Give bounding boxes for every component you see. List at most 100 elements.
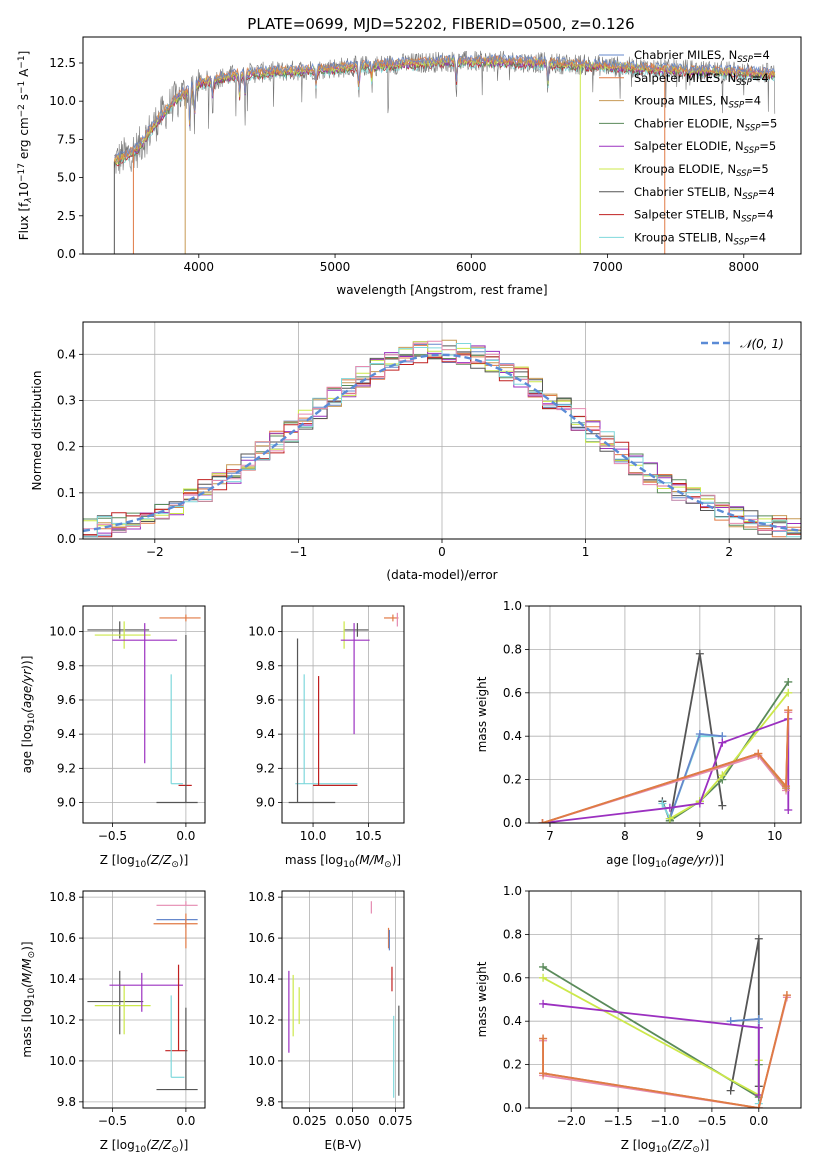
axes-frame: [281, 890, 405, 1109]
error-bar-point: [112, 623, 178, 764]
weight-marker: [665, 803, 674, 812]
y-tick-label: 10.0: [248, 625, 275, 639]
x-tick-label: 8000: [729, 260, 760, 274]
weight-marker: [695, 799, 704, 808]
legend-entry: Salpeter MILES, NSSP=4: [634, 71, 769, 88]
y-tick-label: 0.6: [503, 686, 522, 700]
weight-marker: [726, 1086, 735, 1095]
y-axis-label: age [log10(age/yr))]: [20, 656, 37, 774]
legend-entry: Kroupa MILES, NSSP=4: [634, 94, 761, 111]
y-tick-label: 9.4: [57, 727, 76, 741]
plot-area: [529, 891, 801, 1108]
weight-marker: [754, 1015, 763, 1024]
axes-frame: [528, 605, 802, 824]
weight-marker: [539, 1034, 548, 1043]
figure-title: PLATE=0699, MJD=52202, FIBERID=0500, z=0…: [247, 15, 634, 33]
y-tick-label: 10.0: [248, 1054, 275, 1068]
x-axis-label: mass [log10(M/M⊙)]: [285, 853, 401, 870]
panel-residuals: −2 −1 0 1 2 0.0 0.1 0.2 0.3 0.4 (data-model)/error…: [30, 321, 802, 582]
y-tick-label: 9.2: [57, 761, 76, 775]
y-tick-label: 10.0: [49, 1054, 76, 1068]
error-bar-point: [344, 623, 369, 637]
weight-series: [538, 706, 793, 823]
y-tick-label: 1.0: [503, 884, 522, 898]
weight-marker: [695, 730, 704, 739]
axes-frame: [82, 321, 802, 540]
x-axis-label: Z [log10(Z/Z⊙)]: [100, 1138, 189, 1155]
x-tick-label: −0.5: [98, 1114, 127, 1128]
y-tick-label: 0.8: [503, 642, 522, 656]
weight-line: [543, 1002, 760, 1095]
y-tick-label: 10.8: [49, 890, 76, 904]
plot-area: [282, 606, 404, 823]
x-tick-label: 6000: [456, 260, 487, 274]
legend-entry: Kroupa STELIB, NSSP=4: [634, 230, 766, 247]
y-tick-label: 7.5: [57, 132, 76, 146]
axes-frame: [82, 36, 802, 255]
y-axis-label: mass weight: [475, 961, 489, 1037]
error-bar-point: [109, 972, 183, 1012]
y-tick-label: 10.6: [248, 931, 275, 945]
y-axis-label: mass [log10(M/M⊙)]: [20, 941, 37, 1057]
error-bar-point: [156, 635, 198, 804]
y-tick-label: 9.8: [256, 1095, 275, 1109]
y-tick-label: 0.0: [503, 816, 522, 830]
axes-frame: [528, 890, 802, 1109]
x-tick-label: 7: [546, 829, 554, 843]
weight-marker: [665, 814, 674, 823]
legend-entry: Chabrier ELODIE, NSSP=5: [634, 116, 777, 133]
weight-series: [658, 732, 727, 823]
error-bar-point: [156, 901, 198, 906]
weight-marker: [784, 706, 793, 715]
weight-marker: [784, 805, 793, 814]
x-axis-label: Z [log10(Z/Z⊙)]: [100, 853, 189, 870]
x-tick-label: 5000: [320, 260, 351, 274]
x-axis-label: age [log10(age/yr))]: [606, 853, 724, 870]
y-tick-label: 0.6: [503, 971, 522, 985]
legend-entry: 𝒩(0, 1): [740, 337, 784, 351]
residual-histogram: [83, 354, 801, 538]
weight-series: [665, 677, 793, 823]
error-bar-point: [153, 913, 198, 949]
weight-marker: [539, 1069, 548, 1078]
panel-weight_vs_z: −2.0 −1.5 −1.0 −0.5 0.0 0.0 0.2 0.4 0.6 0.8 1.0 mas…: [475, 884, 802, 1155]
weight-marker: [539, 962, 548, 971]
y-tick-label: 12.5: [49, 56, 76, 70]
model-spectrum-line: [114, 54, 776, 159]
y-tick-label: 10.8: [248, 890, 275, 904]
weight-series: [665, 688, 793, 823]
y-tick-label: 0.2: [503, 773, 522, 787]
error-bar-point: [295, 674, 358, 785]
error-bar-point: [156, 1007, 198, 1091]
panel-age_vs_z: −0.5 0.0 9.0 9.2 9.4 9.6 9.8 10.0 Z [log10(Z/Z⊙)…: [20, 605, 206, 870]
y-tick-label: 9.8: [57, 659, 76, 673]
x-axis-label: Z [log10(Z/Z⊙)]: [621, 1138, 710, 1155]
y-tick-label: 0.0: [503, 1101, 522, 1115]
error-bar-point: [159, 614, 201, 622]
x-axis-label: E(B-V): [324, 1138, 361, 1152]
error-bar-point: [288, 638, 336, 804]
weight-series: [539, 991, 791, 1108]
legend-entry: Kroupa ELODIE, NSSP=5: [634, 162, 769, 179]
y-axis-label: mass weight: [475, 676, 489, 752]
x-tick-label: −2.0: [557, 1114, 586, 1128]
weight-marker: [538, 819, 547, 823]
y-tick-label: 2.5: [57, 209, 76, 223]
x-tick-label: 8: [621, 829, 629, 843]
y-axis-label: Flux [fλ10−17 erg cm−2 s−1 A−1]: [17, 51, 34, 241]
weight-line: [542, 712, 790, 823]
y-tick-label: 0.1: [57, 486, 76, 500]
y-tick-label: 10.2: [49, 1013, 76, 1027]
x-tick-label: 0.0: [749, 1114, 768, 1128]
weight-line: [542, 994, 788, 1108]
y-tick-label: 10.4: [248, 972, 275, 986]
plot-area: [282, 891, 404, 1108]
y-tick-label: 0.0: [57, 532, 76, 546]
weight-marker: [754, 749, 763, 758]
x-tick-label: −1.0: [650, 1114, 679, 1128]
error-bar-point: [87, 970, 144, 1035]
y-tick-label: 0.4: [503, 729, 522, 743]
y-tick-label: 9.6: [256, 693, 275, 707]
x-tick-label: 10.5: [355, 829, 382, 843]
y-tick-label: 10.4: [49, 972, 76, 986]
